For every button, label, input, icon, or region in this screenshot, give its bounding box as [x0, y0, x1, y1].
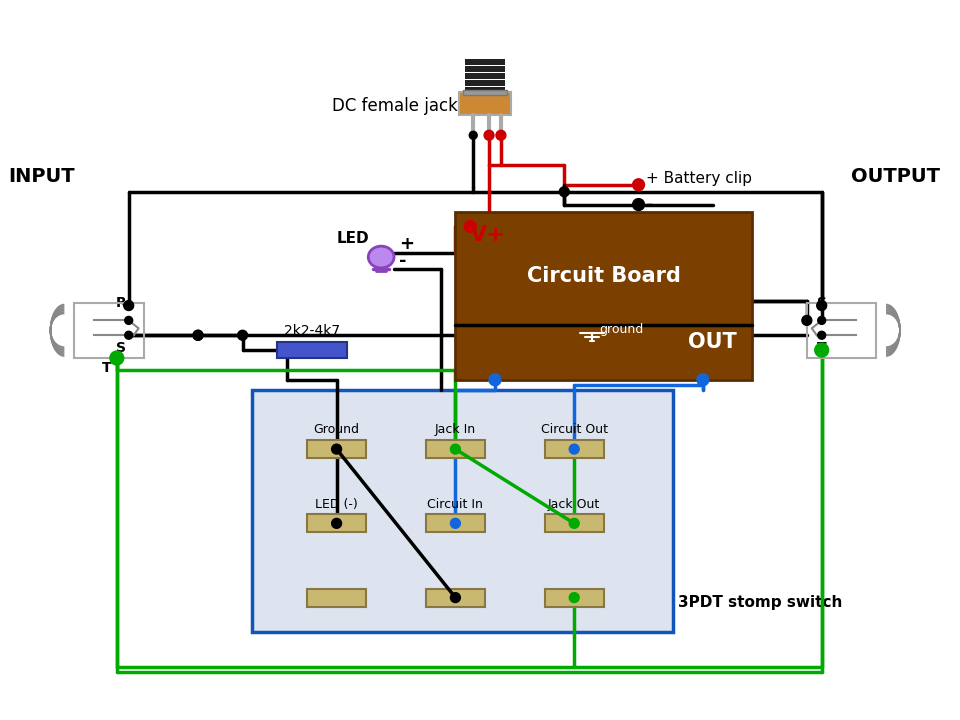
Text: LED: LED [337, 231, 370, 246]
Text: +: + [399, 235, 414, 253]
Circle shape [124, 301, 133, 310]
FancyBboxPatch shape [252, 390, 673, 632]
Ellipse shape [369, 246, 394, 268]
Circle shape [818, 331, 826, 339]
Circle shape [633, 199, 644, 210]
Text: + Battery clip: + Battery clip [646, 171, 753, 186]
FancyBboxPatch shape [307, 440, 367, 458]
Text: 2k2-4k7: 2k2-4k7 [284, 324, 340, 338]
Circle shape [450, 518, 461, 528]
Text: Ground: Ground [314, 423, 360, 436]
Circle shape [697, 374, 708, 386]
Circle shape [817, 301, 827, 310]
FancyBboxPatch shape [544, 589, 604, 606]
Circle shape [489, 374, 501, 386]
Text: R: R [115, 295, 126, 310]
Circle shape [569, 593, 579, 603]
Circle shape [450, 444, 461, 454]
Text: T: T [102, 361, 111, 375]
Text: S: S [817, 295, 827, 310]
Text: Jack In: Jack In [435, 423, 476, 436]
Circle shape [331, 444, 342, 454]
Text: OUTPUT: OUTPUT [852, 167, 941, 186]
Circle shape [818, 317, 826, 325]
FancyBboxPatch shape [425, 515, 485, 532]
Text: OUT: OUT [688, 332, 737, 352]
FancyBboxPatch shape [466, 73, 505, 79]
FancyBboxPatch shape [464, 90, 507, 95]
Text: T: T [817, 341, 827, 355]
FancyBboxPatch shape [425, 589, 485, 606]
FancyBboxPatch shape [466, 59, 505, 65]
Circle shape [109, 351, 124, 365]
Text: INPUT: INPUT [8, 167, 75, 186]
Circle shape [125, 331, 132, 339]
FancyBboxPatch shape [455, 212, 753, 380]
Text: ground: ground [599, 323, 643, 336]
Circle shape [469, 131, 477, 139]
Circle shape [815, 343, 828, 357]
Circle shape [193, 330, 203, 341]
Circle shape [569, 518, 579, 528]
FancyBboxPatch shape [466, 87, 505, 93]
Text: Jack Out: Jack Out [548, 498, 600, 510]
Circle shape [125, 317, 132, 325]
Circle shape [238, 330, 248, 341]
FancyBboxPatch shape [544, 440, 604, 458]
Circle shape [802, 315, 812, 325]
Circle shape [560, 186, 569, 197]
Text: LED (-): LED (-) [315, 498, 358, 510]
Text: DC female jack: DC female jack [331, 96, 458, 114]
Text: -: - [399, 252, 406, 270]
Text: V+: V+ [470, 225, 506, 246]
Circle shape [465, 220, 476, 233]
FancyBboxPatch shape [307, 589, 367, 606]
Text: Circuit Board: Circuit Board [527, 266, 681, 286]
Text: S: S [116, 341, 126, 355]
Text: 3PDT stomp switch: 3PDT stomp switch [678, 595, 843, 610]
Circle shape [484, 130, 494, 140]
Circle shape [331, 518, 342, 528]
Circle shape [450, 593, 461, 603]
FancyBboxPatch shape [425, 440, 485, 458]
Circle shape [193, 330, 203, 341]
Text: Circuit Out: Circuit Out [540, 423, 608, 436]
FancyBboxPatch shape [277, 342, 347, 358]
FancyBboxPatch shape [460, 91, 511, 115]
Text: -: - [646, 196, 654, 214]
FancyBboxPatch shape [466, 80, 505, 86]
Text: Circuit In: Circuit In [427, 498, 483, 510]
Circle shape [569, 444, 579, 454]
FancyBboxPatch shape [544, 515, 604, 532]
Circle shape [496, 130, 506, 140]
FancyBboxPatch shape [307, 515, 367, 532]
FancyBboxPatch shape [466, 66, 505, 72]
Circle shape [633, 179, 644, 191]
